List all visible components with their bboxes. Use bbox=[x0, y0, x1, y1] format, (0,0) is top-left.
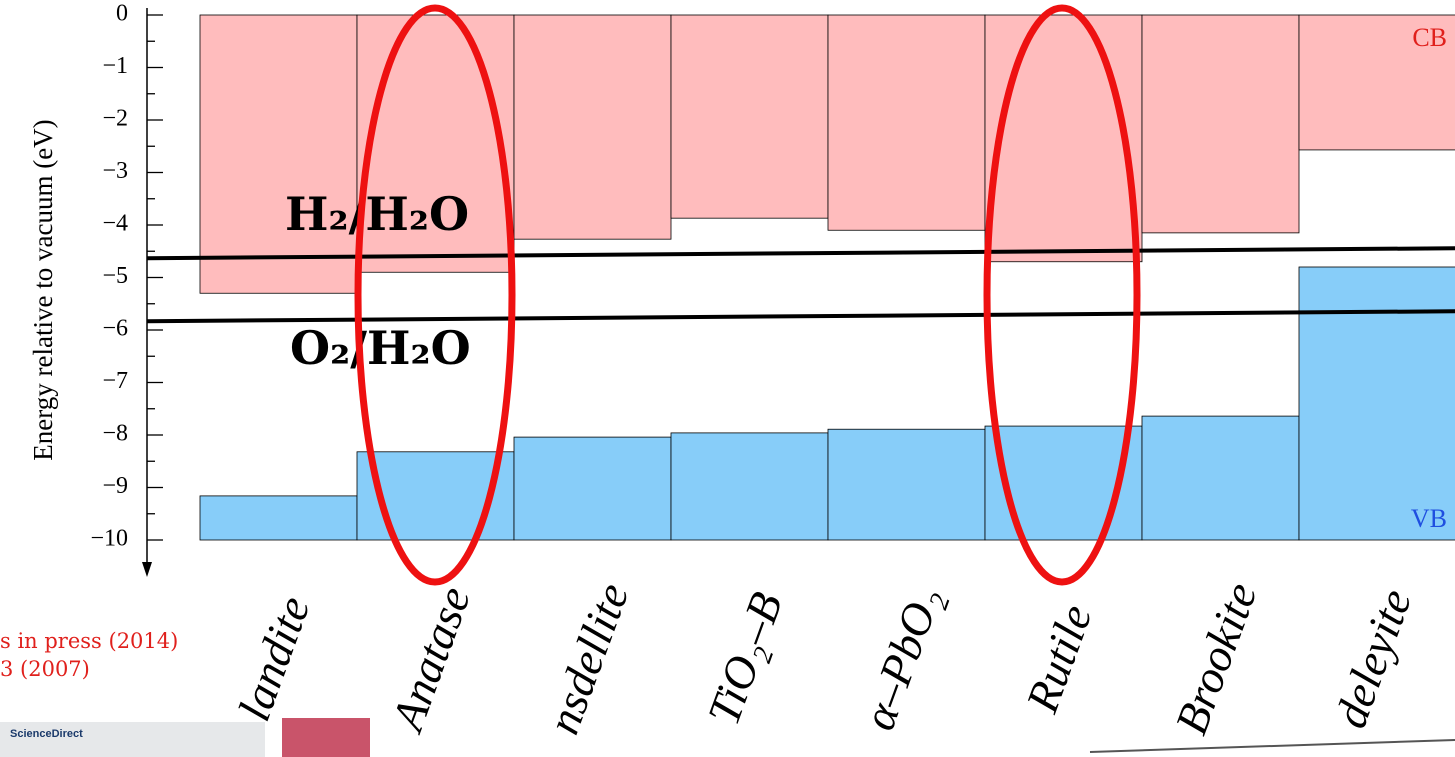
x-tick-label: Anatase bbox=[381, 580, 481, 740]
y-tick-label: −9 bbox=[102, 473, 128, 499]
y-tick-label: −6 bbox=[102, 316, 128, 342]
legend-label: VB bbox=[1411, 504, 1447, 533]
highlight-ellipse bbox=[354, 4, 516, 586]
source: ScienceDirect bbox=[10, 728, 83, 740]
x-tick-label: TiO₂–B bbox=[698, 586, 792, 731]
y-tick-label: −5 bbox=[102, 263, 128, 289]
background-chart bbox=[1089, 739, 1455, 753]
redox-label: H₂/H₂O bbox=[285, 187, 469, 241]
x-tick-label: α–PbO₂ bbox=[853, 580, 951, 736]
x-tick-label: Rutile bbox=[1016, 598, 1102, 720]
thumbnail bbox=[282, 718, 370, 757]
vb-bar bbox=[670, 432, 829, 541]
y-tick-label: −7 bbox=[102, 368, 128, 394]
highlight-ellipse bbox=[983, 4, 1141, 586]
cb-bar bbox=[356, 14, 515, 273]
cb-bar bbox=[984, 14, 1143, 263]
vb-bar bbox=[513, 436, 672, 541]
redox-level bbox=[146, 309, 1455, 324]
y-tick-label: −4 bbox=[102, 211, 128, 237]
cb-bar bbox=[199, 14, 358, 294]
cb-bar bbox=[513, 14, 672, 240]
vb-bar bbox=[827, 428, 986, 541]
vb-bar bbox=[199, 495, 358, 541]
axis-arrow bbox=[142, 562, 152, 577]
x-tick-label: Brookite bbox=[1165, 576, 1267, 741]
x-tick-label: deleyite bbox=[1324, 582, 1421, 734]
cb-bar bbox=[1298, 14, 1455, 151]
y-tick-label: −2 bbox=[102, 106, 128, 132]
y-tick-label: 0 bbox=[116, 1, 128, 27]
reference: s in press (2014) bbox=[0, 629, 178, 653]
vb-bar bbox=[1298, 266, 1455, 541]
x-tick-label: landite bbox=[228, 590, 320, 728]
y-tick-label: −8 bbox=[102, 421, 128, 447]
y-axis-label: Energy relative to vacuum (eV) bbox=[28, 119, 58, 460]
x-tick-label: nsdellite bbox=[537, 576, 638, 740]
source-bar bbox=[0, 722, 265, 757]
cb-bar bbox=[670, 14, 829, 219]
redox-label: O₂/H₂O bbox=[290, 321, 471, 375]
y-tick-label: −10 bbox=[90, 526, 128, 552]
legend-label: CB bbox=[1412, 23, 1447, 52]
redox-level bbox=[146, 246, 1455, 261]
reference: 3 (2007) bbox=[0, 657, 90, 681]
cb-bar bbox=[1141, 14, 1300, 234]
y-tick-label: −3 bbox=[102, 158, 128, 184]
y-tick-label: −1 bbox=[102, 53, 128, 79]
vb-bar bbox=[1141, 415, 1300, 541]
cb-bar bbox=[827, 14, 986, 231]
